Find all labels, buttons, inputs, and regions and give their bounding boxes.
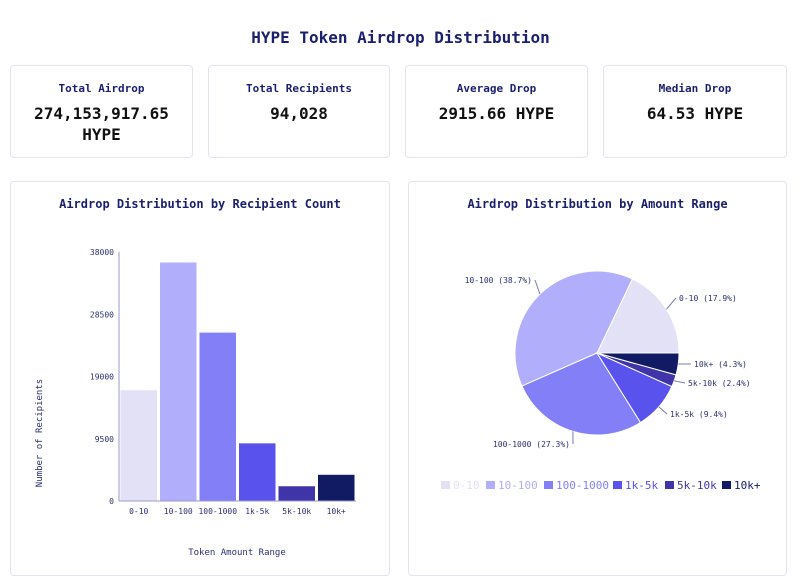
legend-swatch — [544, 481, 553, 489]
card-value: 64.53 HYPE — [646, 104, 744, 123]
x-axis-label: Token Amount Range — [188, 548, 286, 558]
bar-0-10 — [120, 390, 157, 501]
card-total-airdrop: Total Airdrop 274,153,917.65 HYPE — [10, 65, 193, 158]
legend-label: 10-100 — [498, 479, 538, 492]
bar-100-1000 — [199, 332, 236, 501]
y-axis-label: Number of Recipients — [35, 379, 45, 487]
legend-label: 1k-5k — [625, 479, 658, 492]
pie-label-line — [658, 406, 668, 415]
bar-5k-10k — [278, 486, 315, 501]
card-average-drop: Average Drop 2915.66 HYPE — [405, 65, 588, 158]
pie-label: 10-100 (38.7%) — [465, 276, 532, 285]
y-tick-label: 19000 — [90, 373, 114, 382]
card-label: Total Recipients — [246, 82, 352, 95]
bar-10-100 — [160, 262, 197, 501]
legend-label: 100-1000 — [556, 479, 609, 492]
pie-label: 0-10 (17.9%) — [679, 294, 737, 303]
legend-swatch — [486, 481, 495, 489]
legend-swatch — [665, 481, 674, 489]
legend-label: 0-10 — [453, 479, 480, 492]
y-tick-label: 28500 — [90, 310, 114, 319]
pie-chart-title: Airdrop Distribution by Amount Range — [467, 197, 728, 211]
bar-1k-5k — [239, 443, 276, 501]
legend-swatch — [441, 481, 450, 489]
legend-label: 10k+ — [734, 479, 761, 492]
pie-label-line — [665, 297, 677, 310]
legend-swatch — [613, 481, 622, 489]
card-total-recipients: Total Recipients 94,028 — [208, 65, 390, 158]
x-tick-label: 1k-5k — [245, 507, 269, 516]
bar-10k+ — [318, 474, 355, 501]
x-tick-label: 0-10 — [129, 507, 148, 516]
pie-slice-10-100 — [514, 270, 634, 387]
legend-swatch — [722, 481, 731, 489]
legend-label: 5k-10k — [677, 479, 717, 492]
y-tick-label: 38000 — [90, 248, 114, 257]
pie-slice-100-1000 — [521, 352, 642, 436]
x-tick-label: 100-1000 — [198, 507, 237, 516]
pie-slice-0-10 — [596, 278, 680, 354]
pie-chart-panel: Airdrop Distribution by Amount Range — [408, 181, 787, 576]
pie-slice-10k+ — [596, 352, 680, 376]
pie-label: 10k+ (4.3%) — [694, 360, 747, 369]
card-label: Total Airdrop — [58, 82, 145, 95]
bar-chart-title: Airdrop Distribution by Recipient Count — [59, 197, 341, 211]
pie-label: 5k-10k (2.4%) — [688, 379, 751, 388]
card-value: 94,028 — [270, 104, 328, 123]
pie-label-line — [534, 279, 541, 295]
page-title: HYPE Token Airdrop Distribution — [251, 28, 550, 47]
x-tick-label: 5k-10k — [282, 507, 311, 516]
y-tick-label: 0 — [109, 497, 114, 506]
pie-label: 1k-5k (9.4%) — [670, 410, 728, 419]
card-label: Average Drop — [456, 82, 537, 95]
x-tick-label: 10k+ — [327, 507, 346, 516]
y-tick-label: 9500 — [95, 435, 114, 444]
card-label: Median Drop — [658, 82, 732, 95]
card-median-drop: Median Drop 64.53 HYPE — [603, 65, 787, 158]
pie-label-line — [674, 380, 686, 384]
x-tick-label: 10-100 — [164, 507, 193, 516]
card-value: 2915.66 HYPE — [438, 104, 555, 123]
bar-chart-panel: Airdrop Distribution by Recipient Count — [10, 181, 390, 576]
card-value: 274,153,917.65 HYPE — [34, 104, 169, 144]
pie-label: 100-1000 (27.3%) — [493, 440, 570, 449]
